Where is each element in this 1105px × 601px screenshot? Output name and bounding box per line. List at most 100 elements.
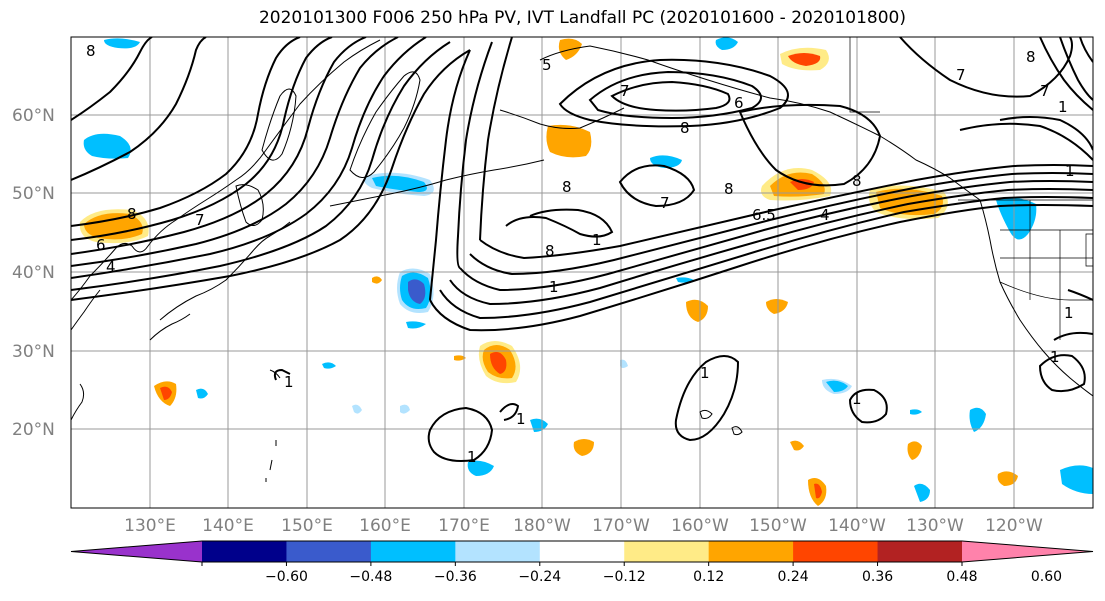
negative-anomaly-region [1060, 465, 1093, 494]
colorbar-segment [455, 541, 541, 562]
positive-anomaly-region [907, 441, 922, 460]
latitude-labels: 60°N 50°N 40°N 30°N 20°N [12, 106, 55, 440]
negative-anomaly-region [196, 388, 208, 399]
pv-contour [1039, 37, 1093, 111]
negative-anomaly-region [322, 362, 336, 369]
colorbar: −0.60 −0.48 −0.36 −0.24 −0.12 0.12 0.24 0.36 0.4… [70, 540, 1094, 585]
negative-anomaly-region [400, 404, 410, 414]
pv-contours [71, 37, 1093, 462]
contour-label: 1 [1050, 348, 1060, 366]
contour-label: 1 [1058, 98, 1068, 116]
coastlines [71, 39, 1093, 482]
contour-label: 7 [956, 66, 966, 84]
colorbar-segment [708, 541, 794, 562]
colorbar-extension-low [71, 541, 202, 562]
lon-label: 180°W [513, 516, 571, 536]
positive-anomaly-region [997, 471, 1018, 486]
contour-label: 1 [852, 390, 862, 408]
map-frame [70, 36, 1094, 509]
colorbar-segment [539, 541, 625, 562]
contour-label: 1 [1065, 162, 1075, 180]
lon-label: 130°W [906, 516, 964, 536]
positive-anomaly-region [686, 299, 708, 322]
negative-anomaly-region [104, 38, 140, 49]
colorbar-tick-label: 0.24 [778, 569, 809, 585]
lon-label: 120°W [985, 516, 1043, 536]
pv-contour [610, 80, 731, 112]
pv-contour [479, 37, 513, 241]
contour-label: 8 [1026, 48, 1036, 66]
colorbar-segment [793, 541, 879, 562]
contour-label: 7 [620, 82, 630, 100]
pv-contour [273, 368, 291, 381]
pv-contour [71, 37, 333, 241]
pv-contour [71, 37, 399, 267]
colorbar-tick-label: 0.12 [693, 569, 724, 585]
pv-contour [449, 188, 1093, 306]
positive-anomaly-region [372, 276, 382, 284]
contour-label: 8 [562, 178, 572, 196]
lon-label: 150°W [749, 516, 807, 536]
contour-label: 1 [549, 278, 559, 296]
pv-contour [71, 37, 207, 181]
map-title: 2020101300 F006 250 hPa PV, IVT Landfall… [258, 8, 906, 28]
pv-contour [588, 70, 762, 120]
pv-contour [71, 37, 153, 121]
pv-contour [427, 406, 494, 462]
colorbar-tick-label: 0.36 [862, 569, 893, 585]
negative-anomaly-region [715, 37, 738, 50]
negative-anomaly-region [969, 407, 986, 432]
negative-anomaly-region [826, 380, 848, 392]
contour-label: 1 [592, 231, 602, 249]
lon-label: 160°W [671, 516, 729, 536]
colorbar-tick-label: −0.12 [603, 569, 646, 585]
contour-label: 4 [106, 258, 116, 276]
positive-anomaly-region [546, 124, 592, 158]
colorbar-segment [624, 541, 710, 562]
longitude-labels: 130°E 140°E 150°E 160°E 170°E 180°W 170°… [124, 516, 1043, 536]
pv-contour [469, 172, 1093, 276]
colorbar-segment [370, 541, 456, 562]
lat-label: 20°N [12, 420, 55, 440]
pv-contour [71, 41, 451, 291]
positive-anomaly-region [788, 53, 821, 66]
contour-label: 6 [96, 236, 106, 254]
pv-contour [738, 103, 882, 187]
positive-anomaly-region [790, 179, 814, 190]
negative-anomaly-region [914, 483, 930, 502]
pv-contour [505, 208, 614, 238]
lat-label: 30°N [12, 342, 55, 362]
negative-anomaly-region [352, 404, 362, 414]
pv-contour [848, 388, 888, 424]
pv-contour [459, 180, 1093, 292]
contour-label: 8 [86, 42, 96, 60]
contour-label: 8 [545, 242, 555, 260]
contour-label: 6.5 [752, 206, 776, 224]
contour-label: 1 [1064, 304, 1074, 322]
contour-label: 8 [852, 172, 862, 190]
colorbar-tick-label: −0.48 [349, 569, 392, 585]
contour-label: 1 [700, 364, 710, 382]
pv-contour [439, 196, 1093, 320]
pv-contour [456, 41, 493, 269]
colorbar-segment [877, 541, 963, 562]
lon-label: 160°E [359, 516, 411, 536]
contour-label: 7 [1040, 82, 1050, 100]
contour-label: 7 [660, 194, 670, 212]
lon-label: 170°W [592, 516, 650, 536]
negative-anomaly-region [996, 197, 1037, 240]
lat-label: 40°N [12, 263, 55, 283]
contour-labels: 8 6 4 8 7 1 7 6 8 5 8 7 8 8 1 6.5 4 8 7 … [86, 42, 1075, 466]
lat-label: 50°N [12, 184, 55, 204]
pv-contour [1059, 37, 1093, 101]
colorbar-segment [202, 541, 287, 562]
pv-contour [1038, 354, 1086, 393]
lon-label: 150°E [281, 516, 333, 536]
pv-contour [999, 116, 1093, 151]
colorbar-tick-label: 0.48 [946, 569, 977, 585]
contour-label: 4 [820, 206, 830, 224]
positive-anomaly-region [160, 386, 172, 400]
pv-contour [1053, 331, 1093, 341]
positive-anomaly-region [454, 355, 466, 361]
